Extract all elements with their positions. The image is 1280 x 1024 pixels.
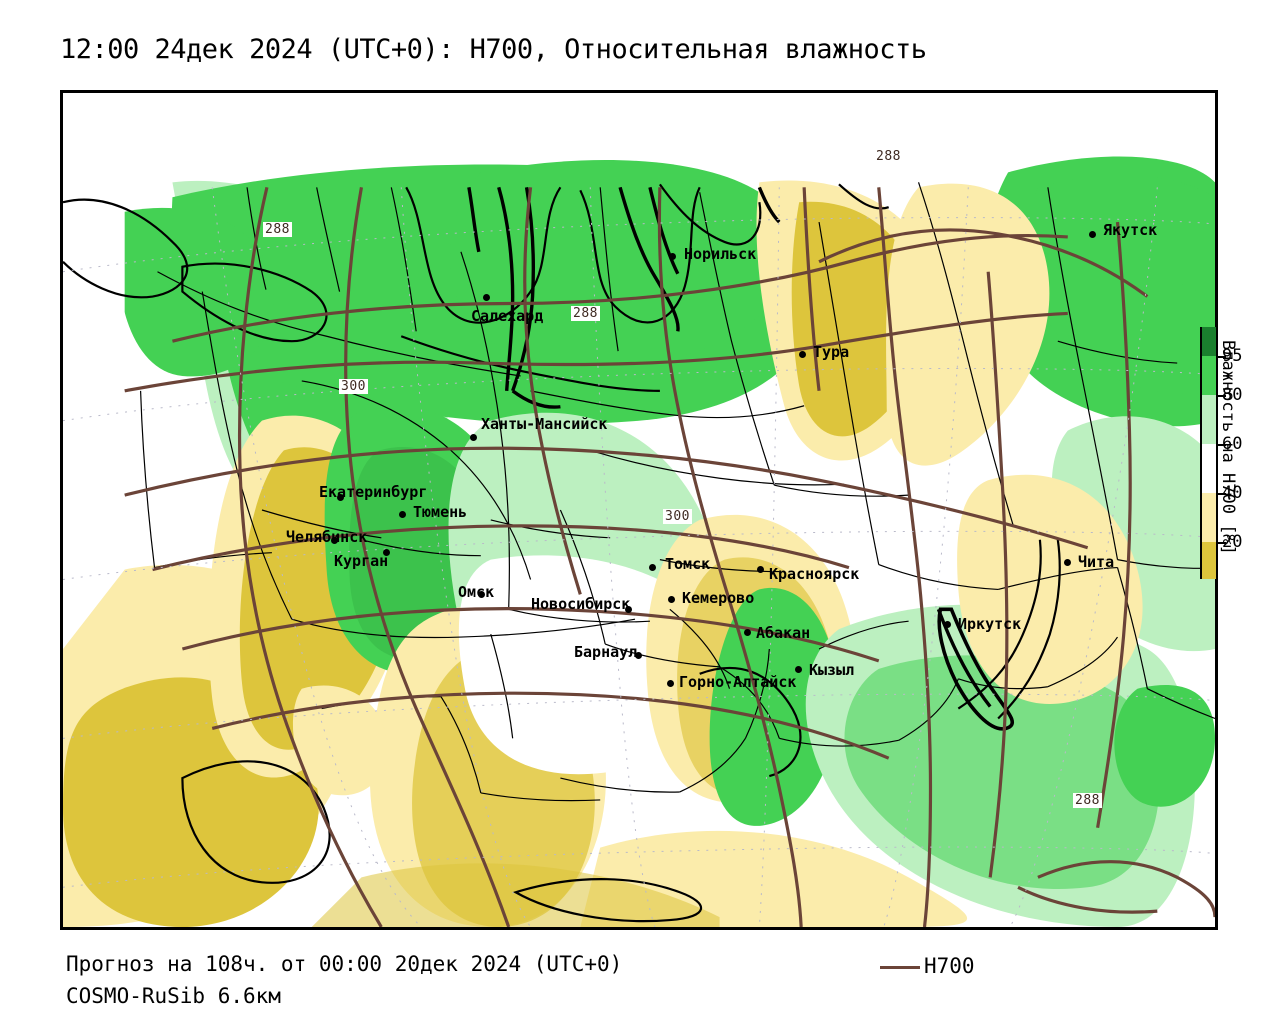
colorbar-tick xyxy=(1218,444,1226,447)
colorbar-band-40-60 xyxy=(1202,444,1216,494)
contour-value-label: 300 xyxy=(663,509,692,524)
colorbar-tick xyxy=(1218,355,1226,358)
city-label: Кызыл xyxy=(809,661,855,679)
city-label: Томск xyxy=(665,555,711,573)
city-label: Курган xyxy=(334,552,389,570)
city-marker xyxy=(625,606,632,613)
colorbar-band-under-20 xyxy=(1202,542,1216,579)
city-label: Норильск xyxy=(684,245,757,263)
city-marker xyxy=(331,537,338,544)
city-label: Якутск xyxy=(1103,221,1158,239)
forecast-info: Прогноз на 108ч. от 00:00 20дек 2024 (UT… xyxy=(66,952,623,976)
colorbar-axis-title: Влажность на H700 [%] xyxy=(1218,340,1238,555)
city-marker xyxy=(478,591,485,598)
contour-value-label: 288 xyxy=(571,306,600,321)
city-marker xyxy=(668,596,675,603)
colorbar-tick xyxy=(1218,395,1226,398)
contour-value-label: 300 xyxy=(339,379,368,394)
city-label: Горно-Алтайск xyxy=(679,673,797,691)
city-label: Барнаул xyxy=(574,643,638,661)
colorbar-band-20-40 xyxy=(1202,493,1216,543)
city-marker xyxy=(799,351,806,358)
h700-legend-label: H700 xyxy=(924,954,975,978)
city-label: Абакан xyxy=(756,624,811,642)
model-info: COSMO-RuSib 6.6км xyxy=(66,984,281,1008)
city-marker xyxy=(1089,231,1096,238)
city-marker xyxy=(667,680,674,687)
city-label: Салехард xyxy=(471,307,544,325)
colorbar-tick xyxy=(1218,493,1226,496)
colorbar-gradient xyxy=(1200,327,1218,579)
colorbar-band-60-80 xyxy=(1202,395,1216,445)
contour-value-label: 288 xyxy=(874,149,903,164)
city-marker xyxy=(1064,559,1071,566)
hydrography xyxy=(467,186,1014,731)
weather-map[interactable]: Якутск Норильск Салехард Тура Ханты-Мансийск… xyxy=(60,90,1218,930)
city-label: Новосибирск xyxy=(531,595,631,613)
colorbar-tick-label: 60 xyxy=(1222,434,1243,455)
city-marker xyxy=(399,511,406,518)
city-label: Тура xyxy=(813,343,850,361)
colorbar[interactable]: 95 80 60 40 20 xyxy=(1200,327,1242,579)
colorbar-tick-label: 95 xyxy=(1222,345,1243,366)
city-label: Кемерово xyxy=(682,589,755,607)
graticule xyxy=(63,187,1215,927)
city-label: Чита xyxy=(1078,553,1115,571)
city-marker xyxy=(744,629,751,636)
city-marker xyxy=(383,549,390,556)
colorbar-tick xyxy=(1218,542,1226,545)
h700-legend-line xyxy=(880,966,920,969)
colorbar-band-over-95 xyxy=(1202,327,1216,356)
page-title: 12:00 24дек 2024 (UTC+0): H700, Относите… xyxy=(60,34,927,65)
city-label: Тюмень xyxy=(413,503,468,521)
city-marker xyxy=(483,294,490,301)
city-label: Челябинск xyxy=(286,528,368,546)
colorbar-tick-label: 80 xyxy=(1222,385,1243,406)
contour-value-label: 288 xyxy=(263,222,292,237)
city-label: Иркутск xyxy=(958,615,1022,633)
city-label: Ханты-Мансийск xyxy=(481,415,608,433)
contour-value-label: 288 xyxy=(1073,793,1102,808)
city-label: Красноярск xyxy=(769,565,860,583)
city-marker xyxy=(795,666,802,673)
colorbar-band-80-95 xyxy=(1202,355,1216,396)
city-label: Екатеринбург xyxy=(319,483,428,501)
city-marker xyxy=(470,434,477,441)
colorbar-tick-label: 20 xyxy=(1222,532,1243,553)
colorbar-tick-label: 40 xyxy=(1222,483,1243,504)
city-marker xyxy=(757,566,764,573)
city-label: Омск xyxy=(458,583,495,601)
city-marker xyxy=(337,494,344,501)
map-canvas xyxy=(63,93,1215,927)
city-marker xyxy=(635,652,642,659)
city-marker xyxy=(649,564,656,571)
city-marker xyxy=(669,253,676,260)
city-marker xyxy=(944,621,951,628)
h700-contours xyxy=(124,186,1215,927)
